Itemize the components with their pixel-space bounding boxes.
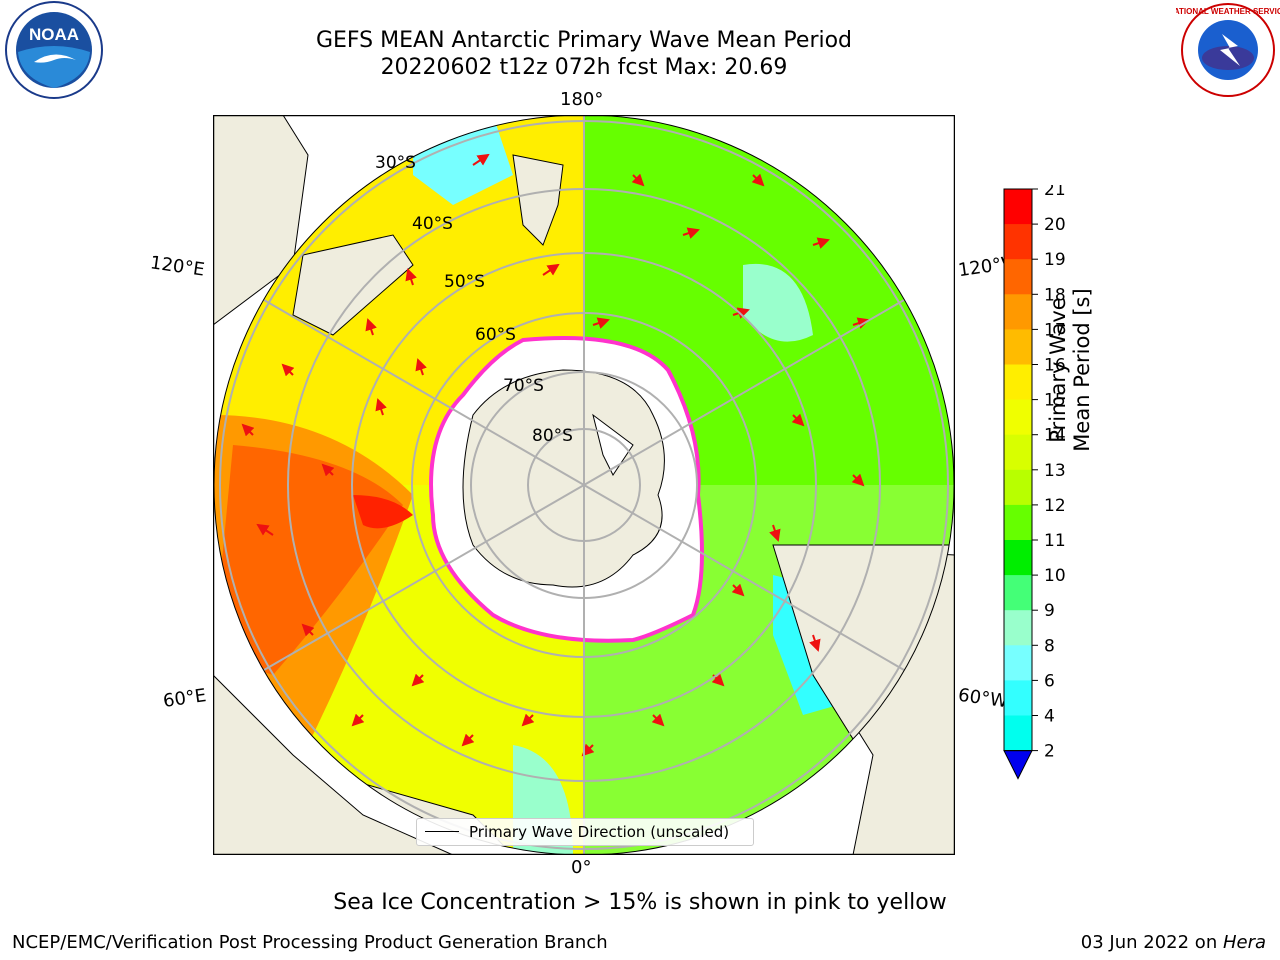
colorbar-swatch: [1004, 399, 1032, 436]
colorbar-tick-label: 18: [1044, 285, 1066, 305]
colorbar-tick-label: 6: [1044, 671, 1055, 691]
lat-label-70s: 70°S: [503, 376, 544, 396]
lat-label-50s: 50°S: [444, 272, 485, 292]
antarctica-land: [462, 369, 665, 588]
lon-label-60e: 60°E: [161, 685, 208, 712]
wave-direction-arrows: [241, 153, 870, 757]
lon-label-120e: 120°E: [148, 252, 206, 281]
lat-label-40s: 40°S: [412, 214, 453, 234]
colorbar-tick-label: 11: [1044, 531, 1066, 551]
legend-label: Primary Wave Direction (unscaled): [469, 823, 730, 841]
colorbar-tick-label: 8: [1044, 636, 1055, 656]
colorbar-swatch: [1004, 294, 1032, 330]
lat-label-80s: 80°S: [532, 426, 573, 446]
map-legend: Primary Wave Direction (unscaled): [416, 818, 754, 846]
colorbar-tick-label: 17: [1044, 320, 1066, 340]
chart-title: GEFS MEAN Antarctic Primary Wave Mean Pe…: [315, 28, 853, 53]
footer-date: 03 Jun 2022 on Hera: [1081, 932, 1266, 953]
nws-logo-text: NATIONAL WEATHER SERVICE: [1176, 7, 1280, 16]
colorbar-tick-label: 9: [1044, 601, 1055, 621]
new-zealand-land: [512, 154, 564, 246]
colorbar-tick-label: 2: [1044, 742, 1055, 762]
colorbar-tick-label: 16: [1044, 356, 1066, 376]
colorbar-swatch: [1004, 645, 1032, 681]
colorbar-swatch: [1004, 364, 1032, 401]
footer-organization: NCEP/EMC/Verification Post Processing Pr…: [12, 932, 608, 953]
colorbar-tick-label: 4: [1044, 707, 1055, 727]
colorbar-tick-label: 21: [1044, 185, 1066, 200]
africa-land: [213, 674, 454, 855]
colorbar-swatch: [1004, 610, 1032, 646]
polar-map: 30°S 40°S 50°S 60°S 70°S 80°S: [213, 115, 955, 855]
lon-label-180: 180°: [560, 89, 604, 110]
colorbar: 21 20 19 18 17 16 15 14 13 12 11 10 9 8 6 4 2: [1003, 185, 1066, 780]
colorbar-tick-label: 14: [1044, 426, 1066, 446]
colorbar-tick-label: 10: [1044, 566, 1066, 586]
colorbar-swatch: [1004, 329, 1032, 365]
colorbar-swatch: [1004, 469, 1032, 506]
colorbar-label: Primary Wave Mean Period [s]: [1046, 288, 1094, 452]
noaa-logo-text: NOAA: [29, 25, 79, 44]
colorbar-swatch: [1004, 715, 1032, 752]
colorbar-tick-label: 20: [1044, 215, 1066, 235]
colorbar-swatch: [1004, 680, 1032, 716]
colorbar-tick-label: 13: [1044, 461, 1066, 481]
sea-ice-note: Sea Ice Concentration > 15% is shown in …: [333, 890, 947, 915]
australia-land: [213, 115, 309, 326]
lat-label-30s: 30°S: [375, 153, 416, 173]
colorbar-tick-label: 19: [1044, 250, 1066, 270]
map-frame: [213, 115, 955, 855]
colorbar-swatch: [1004, 575, 1032, 611]
noaa-logo: NOAA: [5, 1, 103, 99]
colorbar-tick-label: 12: [1044, 496, 1066, 516]
lon-label-0: 0°: [571, 857, 592, 878]
nws-logo: NATIONAL WEATHER SERVICE: [1176, 3, 1280, 97]
chart-subtitle-date: 20220602 t12z 072h fcst Max: 20.69: [380, 55, 788, 80]
colorbar-swatch: [1004, 259, 1032, 295]
colorbar-tick-label: 15: [1044, 391, 1066, 411]
legend-line-swatch: [425, 831, 459, 832]
colorbar-swatch: [1004, 540, 1032, 576]
colorbar-swatch: [1004, 504, 1032, 541]
footer-date-text: 03 Jun 2022 on: [1080, 932, 1223, 953]
colorbar-extend-triangle: [1003, 750, 1033, 780]
colorbar-swatch: [1004, 189, 1032, 225]
graticule: [219, 115, 949, 855]
colorbar-swatch: [1004, 434, 1032, 471]
colorbar-swatch: [1004, 224, 1032, 260]
footer-host: Hera: [1222, 932, 1266, 953]
lat-label-60s: 60°S: [475, 325, 516, 345]
